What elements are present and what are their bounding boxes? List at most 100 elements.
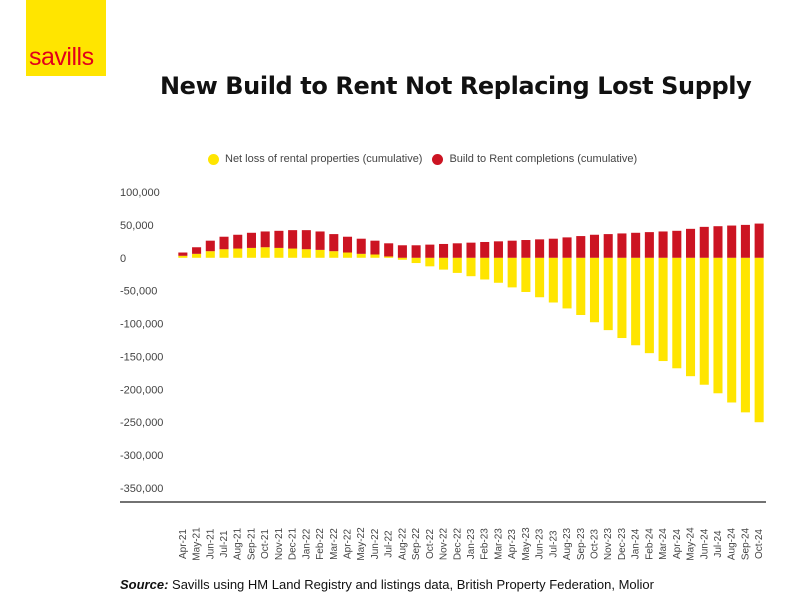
x-tick-label: Dec-21 [288,527,299,560]
btr-bar [342,236,353,253]
legend-item-btr: Build to Rent completions (cumulative) [432,153,637,165]
y-tick-label: -100,000 [120,319,163,331]
y-tick-label: -300,000 [120,450,163,462]
x-tick-label: May-21 [192,527,203,561]
y-tick-label: -150,000 [120,351,163,363]
x-tick-label: Dec-22 [452,527,463,560]
btr-bar [480,241,490,258]
x-tick-label: Aug-24 [727,527,738,560]
btr-bar [576,236,586,258]
y-tick-label: 50,000 [120,220,154,232]
source-note: Source: Savills using HM Land Registry a… [120,577,654,592]
btr-bar [260,231,270,248]
btr-bar [672,230,682,258]
net-loss-bar [329,251,339,258]
x-tick-label: Jul-24 [713,530,724,558]
btr-bar [699,226,709,258]
x-tick-label: Oct-23 [589,529,600,559]
x-tick-label: Oct-22 [425,529,436,559]
x-tick-label: Mar-24 [658,528,669,560]
btr-bar [425,244,435,258]
x-tick-label: Mar-23 [493,528,504,560]
x-tick-label: Jun-24 [699,528,710,559]
net-loss-bar [233,248,243,258]
savills-logo: savills [26,0,106,76]
x-tick-label: Jun-21 [205,528,216,559]
legend-label-btr: Build to Rent completions (cumulative) [449,153,638,165]
net-loss-bar [342,252,353,258]
net-loss-bar [507,257,517,288]
y-tick-label: -250,000 [120,417,163,429]
x-tick-label: Aug-23 [562,527,573,560]
btr-bar [356,238,366,254]
btr-bar [219,236,229,250]
x-tick-label: Oct-21 [260,529,271,559]
btr-bar [178,252,188,256]
net-loss-bar [617,257,627,339]
x-tick-label: May-22 [356,527,367,561]
net-loss-bar [686,257,696,377]
x-tick-label: Jun-22 [370,528,381,559]
x-tick-label: Apr-22 [343,529,354,559]
y-tick-label: -50,000 [120,286,157,298]
net-loss-bar [466,257,476,277]
x-tick-label: May-24 [686,527,697,561]
x-tick-label: Nov-22 [439,527,450,560]
net-loss-bar [192,253,202,258]
btr-bar [603,234,613,258]
x-tick-label: Apr-24 [672,529,683,559]
btr-bar [301,230,311,250]
btr-bar [713,226,723,258]
chart-legend: Net loss of rental properties (cumulativ… [208,153,647,165]
net-loss-bar [727,257,737,403]
x-tick-label: Aug-22 [397,527,408,560]
x-tick-label: Sep-21 [246,527,257,560]
net-loss-bar [713,257,723,394]
net-loss-bar [548,257,558,303]
x-tick-label: Sep-24 [740,527,751,560]
net-loss-bar [672,257,682,369]
btr-bar [740,224,750,258]
btr-bar [631,232,641,258]
net-loss-bar [754,257,764,423]
net-loss-bar [274,247,284,258]
x-tick-label: Sep-23 [576,527,587,560]
x-tick-label: Feb-22 [315,528,326,560]
x-tick-label: Nov-23 [603,527,614,560]
y-tick-label: 100,000 [120,187,160,199]
net-loss-bar [425,257,435,267]
net-loss-bar [178,255,188,258]
net-loss-bar [740,257,750,413]
net-loss-bar [576,257,586,316]
net-loss-bar [384,256,394,258]
btr-bar [274,230,284,248]
x-tick-label: Jan-24 [631,528,642,559]
net-loss-bar [260,247,270,258]
net-loss-bar [589,257,600,323]
x-tick-label: Feb-24 [644,528,655,560]
btr-bar [521,240,531,258]
x-tick-label: Jun-23 [535,528,546,559]
x-tick-label: Oct-24 [754,529,765,559]
btr-bar [507,240,517,258]
legend-swatch-btr [432,153,444,165]
net-loss-bar [480,257,490,280]
legend-swatch-net-loss [208,153,219,165]
x-tick-label: Mar-22 [329,528,340,560]
x-tick-label: Sep-22 [411,527,422,560]
source-label: Source: [120,577,169,592]
btr-bar [205,240,215,252]
net-loss-bar [644,257,654,354]
net-loss-bar [658,257,668,362]
legend-item-net-loss: Net loss of rental properties (cumulativ… [208,153,422,165]
y-tick-label: 0 [120,253,126,265]
btr-bar [727,225,737,258]
net-loss-bar [288,248,298,258]
x-tick-label: Nov-21 [274,527,285,560]
x-tick-label: Jul-22 [384,530,395,558]
net-loss-bar [246,247,256,258]
net-loss-bar [631,257,641,346]
net-loss-bar [699,257,709,385]
y-tick-label: -350,000 [120,483,163,495]
